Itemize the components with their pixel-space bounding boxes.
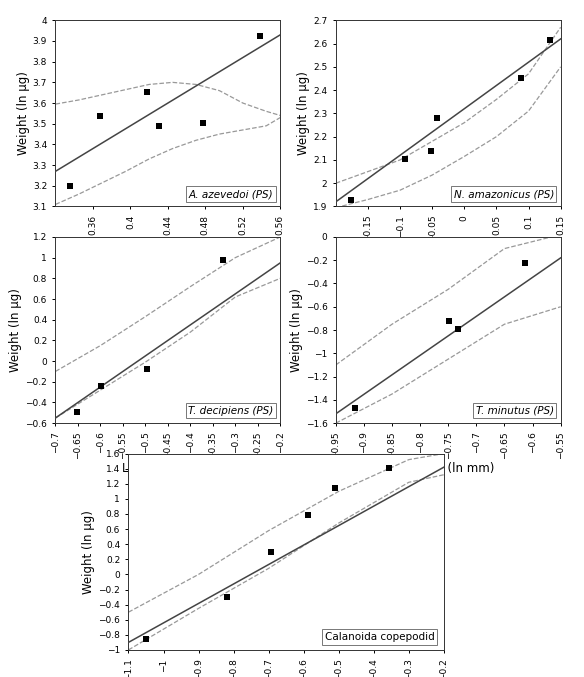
Point <box>384 462 394 473</box>
Point <box>346 194 356 205</box>
Y-axis label: Weight (ln μg): Weight (ln μg) <box>82 510 96 594</box>
Point <box>218 255 227 265</box>
X-axis label: Length (ln mm): Length (ln mm) <box>402 245 494 258</box>
Point <box>96 110 105 121</box>
Point <box>516 72 526 83</box>
Y-axis label: Weight (ln μg): Weight (ln μg) <box>290 288 303 372</box>
Point <box>433 113 442 124</box>
Y-axis label: Weight (ln μg): Weight (ln μg) <box>9 288 23 372</box>
Point <box>266 546 276 557</box>
Point <box>255 30 265 41</box>
Point <box>426 146 436 156</box>
Point <box>330 483 339 494</box>
Point <box>141 633 151 644</box>
Point <box>72 406 81 417</box>
Point <box>142 86 152 97</box>
Point <box>222 592 231 603</box>
X-axis label: Length (ln mm): Length (ln mm) <box>122 462 214 475</box>
Point <box>66 181 75 192</box>
Text: A. azevedoi (PS): A. azevedoi (PS) <box>189 189 273 199</box>
Point <box>350 403 360 414</box>
Text: N. amazonicus (PS): N. amazonicus (PS) <box>454 189 554 199</box>
Point <box>520 257 529 268</box>
X-axis label: Length (ln mm): Length (ln mm) <box>402 462 494 475</box>
Text: T. minutus (PS): T. minutus (PS) <box>476 406 554 416</box>
Point <box>142 363 151 374</box>
X-axis label: Length (ln mm): Length (ln mm) <box>122 238 214 250</box>
Point <box>453 323 463 334</box>
Point <box>199 118 208 129</box>
Text: Calanoida copepodid: Calanoida copepodid <box>325 632 434 642</box>
Point <box>545 35 554 45</box>
Point <box>96 380 106 391</box>
Point <box>154 121 163 131</box>
Point <box>444 315 454 326</box>
Point <box>303 510 312 521</box>
Text: T. decipiens (PS): T. decipiens (PS) <box>188 406 273 416</box>
Point <box>401 154 410 165</box>
Y-axis label: Weight (ln μg): Weight (ln μg) <box>17 72 30 155</box>
Y-axis label: Weight (ln μg): Weight (ln μg) <box>297 72 310 155</box>
